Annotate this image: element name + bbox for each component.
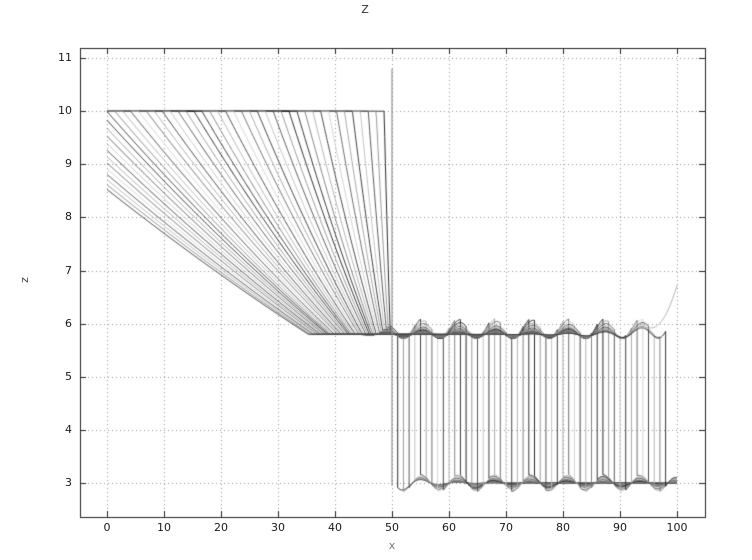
y-tick-label: 6 [65, 316, 72, 330]
chart-title: Z [361, 3, 369, 16]
x-tick-label: 0 [103, 521, 111, 534]
y-tick-label: 8 [65, 210, 72, 224]
y-tick-label: 4 [65, 422, 72, 436]
x-tick-label: 70 [499, 521, 513, 534]
y-tick-label: 7 [65, 263, 72, 277]
x-tick-label: 50 [385, 521, 399, 534]
x-tick-label: 60 [442, 521, 456, 534]
x-tick-label: 10 [157, 521, 172, 534]
x-tick-label: 100 [666, 521, 688, 534]
y-tick-label: 9 [65, 157, 72, 171]
x-axis-label: x [388, 539, 396, 552]
x-tick-label: 80 [556, 521, 570, 534]
y-tick-label: 10 [58, 104, 72, 118]
y-tick-label: 11 [58, 51, 72, 65]
x-tick-label: 20 [214, 521, 229, 534]
x-tick-label: 90 [613, 521, 627, 534]
x-tick-label: 40 [328, 521, 343, 534]
y-tick-label: 3 [65, 476, 72, 489]
x-tick-label: 30 [271, 521, 286, 534]
y-tick-label: 5 [65, 369, 72, 383]
y-axis-label: z [17, 277, 31, 283]
